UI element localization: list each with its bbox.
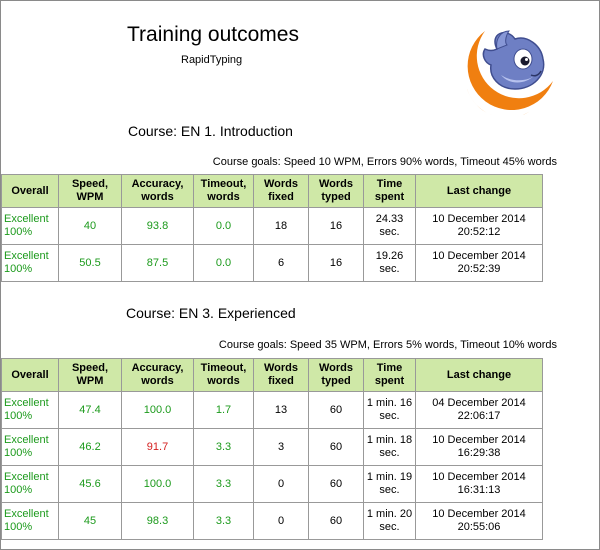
speed-cell: 45.6	[58, 465, 122, 503]
table-row: Excellent 100% 50.5 87.5 0.0 6 16 19.26 sec. 10 …	[1, 244, 543, 282]
col-overall: Overall	[1, 174, 59, 208]
speed-cell: 45	[58, 502, 122, 540]
fish-mascot-logo-icon	[467, 30, 553, 115]
speed-cell: 40	[58, 207, 122, 245]
col-words-fixed: Words fixed	[253, 358, 309, 392]
course-goals: Course goals: Speed 10 WPM, Errors 90% w…	[212, 156, 557, 168]
words-fixed-cell: 0	[253, 465, 309, 503]
col-overall: Overall	[1, 358, 59, 392]
col-speed: Speed, WPM	[58, 174, 122, 208]
table-header-row: Overall Speed, WPM Accuracy, words Timeo…	[1, 358, 543, 392]
overall-cell: Excellent 100%	[1, 207, 59, 245]
words-typed-cell: 60	[308, 465, 364, 503]
accuracy-cell: 91.7	[121, 428, 194, 466]
timeout-cell: 3.3	[193, 465, 254, 503]
accuracy-cell: 98.3	[121, 502, 194, 540]
overall-cell: Excellent 100%	[1, 428, 59, 466]
speed-cell: 46.2	[58, 428, 122, 466]
time-spent-cell: 1 min. 16 sec.	[363, 391, 416, 429]
words-typed-cell: 60	[308, 391, 364, 429]
words-typed-cell: 16	[308, 244, 364, 282]
table-row: Excellent 100% 45.6 100.0 3.3 0 60 1 min. 19 se…	[1, 465, 543, 503]
col-timeout: Timeout, words	[193, 174, 254, 208]
overall-cell: Excellent 100%	[1, 244, 59, 282]
words-fixed-cell: 3	[253, 428, 309, 466]
last-change-cell: 10 December 2014 16:31:13	[415, 465, 543, 503]
words-fixed-cell: 13	[253, 391, 309, 429]
last-change-cell: 10 December 2014 16:29:38	[415, 428, 543, 466]
col-words-typed: Words typed	[308, 358, 364, 392]
col-timeout: Timeout, words	[193, 358, 254, 392]
table-row: Excellent 100% 45 98.3 3.3 0 60 1 min. 20 sec. 1…	[1, 502, 543, 540]
report-title: Training outcomes	[127, 23, 299, 46]
overall-cell: Excellent 100%	[1, 465, 59, 503]
time-spent-cell: 1 min. 18 sec.	[363, 428, 416, 466]
timeout-cell: 3.3	[193, 502, 254, 540]
course-title: Course: EN 1. Introduction	[128, 123, 293, 139]
table-header-row: Overall Speed, WPM Accuracy, words Timeo…	[1, 174, 543, 208]
words-typed-cell: 16	[308, 207, 364, 245]
time-spent-cell: 24.33 sec.	[363, 207, 416, 245]
results-table: Overall Speed, WPM Accuracy, words Timeo…	[1, 358, 543, 540]
report-subtitle: RapidTyping	[181, 54, 243, 66]
time-spent-cell: 1 min. 19 sec.	[363, 465, 416, 503]
accuracy-cell: 100.0	[121, 391, 194, 429]
accuracy-cell: 93.8	[121, 207, 194, 245]
speed-cell: 50.5	[58, 244, 122, 282]
words-typed-cell: 60	[308, 502, 364, 540]
speed-cell: 47.4	[58, 391, 122, 429]
last-change-cell: 10 December 2014 20:55:06	[415, 502, 543, 540]
timeout-cell: 0.0	[193, 244, 254, 282]
timeout-cell: 3.3	[193, 428, 254, 466]
timeout-cell: 0.0	[193, 207, 254, 245]
words-fixed-cell: 0	[253, 502, 309, 540]
accuracy-cell: 87.5	[121, 244, 194, 282]
col-last-change: Last change	[415, 358, 543, 392]
timeout-cell: 1.7	[193, 391, 254, 429]
accuracy-cell: 100.0	[121, 465, 194, 503]
words-fixed-cell: 6	[253, 244, 309, 282]
col-time-spent: Time spent	[363, 174, 416, 208]
col-time-spent: Time spent	[363, 358, 416, 392]
col-words-fixed: Words fixed	[253, 174, 309, 208]
time-spent-cell: 1 min. 20 sec.	[363, 502, 416, 540]
last-change-cell: 04 December 2014 22:06:17	[415, 391, 543, 429]
table-row: Excellent 100% 47.4 100.0 1.7 13 60 1 min. 16 s…	[1, 391, 543, 429]
overall-cell: Excellent 100%	[1, 391, 59, 429]
table-row: Excellent 100% 46.2 91.7 3.3 3 60 1 min. 18 sec…	[1, 428, 543, 466]
course-title: Course: EN 3. Experienced	[126, 305, 296, 321]
table-row: Excellent 100% 40 93.8 0.0 18 16 24.33 sec. 10 D…	[1, 207, 543, 245]
last-change-cell: 10 December 2014 20:52:12	[415, 207, 543, 245]
time-spent-cell: 19.26 sec.	[363, 244, 416, 282]
col-speed: Speed, WPM	[58, 358, 122, 392]
col-last-change: Last change	[415, 174, 543, 208]
words-fixed-cell: 18	[253, 207, 309, 245]
col-accuracy: Accuracy, words	[121, 358, 194, 392]
last-change-cell: 10 December 2014 20:52:39	[415, 244, 543, 282]
col-words-typed: Words typed	[308, 174, 364, 208]
course-goals: Course goals: Speed 35 WPM, Errors 5% wo…	[218, 339, 557, 351]
overall-cell: Excellent 100%	[1, 502, 59, 540]
col-accuracy: Accuracy, words	[121, 174, 194, 208]
words-typed-cell: 60	[308, 428, 364, 466]
results-table: Overall Speed, WPM Accuracy, words Timeo…	[1, 174, 543, 282]
